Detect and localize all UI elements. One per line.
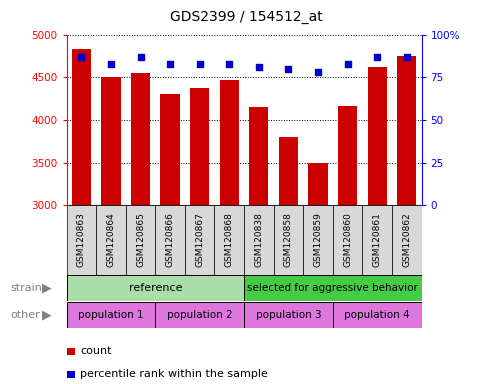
- Bar: [190, 88, 209, 205]
- Point: [77, 54, 85, 60]
- Text: GDS2399 / 154512_at: GDS2399 / 154512_at: [170, 10, 323, 23]
- FancyBboxPatch shape: [126, 205, 155, 275]
- Bar: [309, 163, 327, 205]
- Text: GSM120868: GSM120868: [225, 213, 234, 267]
- Text: GSM120838: GSM120838: [254, 213, 263, 267]
- FancyBboxPatch shape: [333, 205, 362, 275]
- Point: [255, 64, 263, 70]
- FancyBboxPatch shape: [362, 205, 392, 275]
- FancyBboxPatch shape: [185, 205, 214, 275]
- FancyBboxPatch shape: [392, 205, 422, 275]
- FancyBboxPatch shape: [244, 205, 274, 275]
- Text: GSM120865: GSM120865: [136, 213, 145, 267]
- Text: GSM120866: GSM120866: [166, 213, 175, 267]
- Text: percentile rank within the sample: percentile rank within the sample: [80, 369, 268, 379]
- Point: [225, 61, 233, 67]
- Point: [284, 66, 292, 72]
- FancyBboxPatch shape: [214, 205, 244, 275]
- FancyBboxPatch shape: [96, 205, 126, 275]
- Text: strain: strain: [11, 283, 43, 293]
- Point: [344, 61, 352, 67]
- Point: [137, 54, 144, 60]
- Text: population 1: population 1: [78, 310, 144, 320]
- Bar: [155, 302, 244, 328]
- Point: [107, 61, 115, 67]
- Bar: [338, 106, 357, 205]
- Text: GSM120860: GSM120860: [343, 213, 352, 267]
- Text: GSM120859: GSM120859: [314, 213, 322, 267]
- Text: GSM120862: GSM120862: [402, 213, 411, 267]
- Text: other: other: [11, 310, 40, 320]
- Text: selected for aggressive behavior: selected for aggressive behavior: [247, 283, 418, 293]
- Text: reference: reference: [129, 283, 182, 293]
- Bar: [244, 302, 333, 328]
- Text: GSM120861: GSM120861: [373, 213, 382, 267]
- Bar: [67, 302, 155, 328]
- Point: [314, 69, 322, 75]
- Bar: [160, 94, 179, 205]
- Text: GSM120863: GSM120863: [77, 213, 86, 267]
- Text: population 4: population 4: [344, 310, 410, 320]
- Text: ▶: ▶: [42, 309, 52, 322]
- Bar: [131, 73, 150, 205]
- Point: [196, 61, 204, 67]
- FancyBboxPatch shape: [155, 205, 185, 275]
- Text: count: count: [80, 346, 112, 356]
- Text: GSM120867: GSM120867: [195, 213, 204, 267]
- Bar: [67, 275, 244, 301]
- Bar: [244, 275, 422, 301]
- FancyBboxPatch shape: [303, 205, 333, 275]
- Text: GSM120864: GSM120864: [106, 213, 115, 267]
- FancyBboxPatch shape: [67, 205, 96, 275]
- Point: [403, 54, 411, 60]
- Text: population 2: population 2: [167, 310, 233, 320]
- Text: population 3: population 3: [255, 310, 321, 320]
- Text: GSM120858: GSM120858: [284, 213, 293, 267]
- Bar: [397, 56, 416, 205]
- Bar: [368, 67, 387, 205]
- Bar: [72, 49, 91, 205]
- Bar: [102, 77, 120, 205]
- Point: [166, 61, 174, 67]
- Text: ▶: ▶: [42, 282, 52, 295]
- Bar: [249, 107, 268, 205]
- Bar: [219, 80, 239, 205]
- FancyBboxPatch shape: [274, 205, 303, 275]
- Point: [373, 54, 381, 60]
- Bar: [279, 137, 298, 205]
- Bar: [333, 302, 422, 328]
